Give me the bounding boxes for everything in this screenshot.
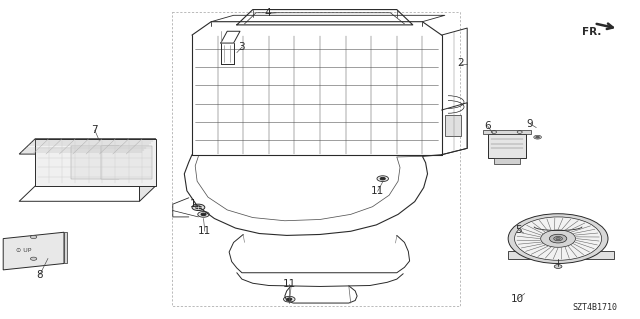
Text: 3: 3 [239, 42, 245, 52]
Bar [488, 134, 526, 158]
Text: 11: 11 [371, 186, 384, 197]
Bar [494, 158, 520, 164]
Circle shape [192, 204, 205, 211]
Bar [172, 12, 460, 306]
Circle shape [554, 264, 562, 268]
Circle shape [198, 211, 209, 217]
Circle shape [377, 176, 388, 182]
Circle shape [549, 234, 567, 243]
Text: 2: 2 [458, 58, 464, 68]
Text: 8: 8 [36, 270, 43, 280]
Text: 11: 11 [198, 226, 211, 236]
Text: 10: 10 [511, 294, 524, 304]
Circle shape [541, 230, 575, 247]
Polygon shape [140, 139, 156, 201]
Text: 5: 5 [515, 225, 522, 235]
Circle shape [31, 257, 37, 260]
Bar [71, 146, 120, 179]
Text: 1: 1 [190, 198, 196, 209]
Bar [64, 232, 67, 263]
Text: FR.: FR. [582, 27, 602, 37]
Bar [445, 115, 461, 136]
Text: 9: 9 [527, 119, 533, 129]
Circle shape [380, 177, 385, 180]
Polygon shape [3, 232, 64, 270]
Circle shape [31, 235, 37, 239]
Circle shape [287, 298, 292, 300]
Circle shape [508, 214, 608, 263]
Text: 11: 11 [283, 279, 296, 289]
Text: SZT4B1710: SZT4B1710 [573, 303, 618, 312]
Circle shape [556, 238, 560, 240]
Text: 4: 4 [264, 8, 271, 19]
Circle shape [554, 236, 563, 241]
Circle shape [515, 217, 602, 260]
Circle shape [195, 206, 202, 209]
Circle shape [534, 135, 541, 139]
Bar [483, 130, 531, 134]
Bar [508, 250, 614, 258]
Circle shape [284, 296, 295, 302]
Polygon shape [19, 139, 156, 154]
Text: 6: 6 [484, 121, 491, 131]
Circle shape [536, 136, 540, 138]
Bar [101, 146, 152, 179]
Circle shape [201, 213, 206, 216]
Text: 7: 7 [92, 125, 98, 135]
Bar [35, 139, 156, 186]
Text: ⊙ UP: ⊙ UP [16, 248, 31, 253]
